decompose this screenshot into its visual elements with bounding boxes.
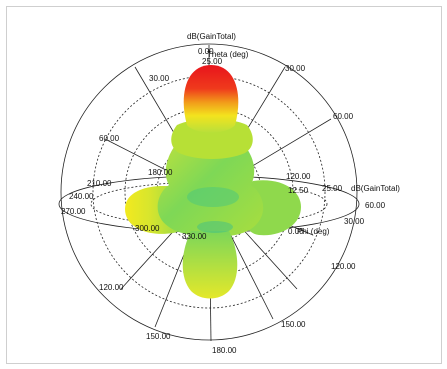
theta-label-60-left: 60.00 (99, 134, 120, 143)
gain-label-12-50: 12.50 (288, 186, 309, 195)
theta-label-150-left: 150.00 (146, 332, 171, 341)
phi-label-210: 210.00 (87, 179, 112, 188)
theta-label-30-right: 30.00 (285, 64, 306, 73)
phi-label-270: 270.00 (61, 207, 86, 216)
phi-axis-label: Phi (deg) (297, 227, 330, 236)
plot-title: dB(GainTotal) (187, 32, 236, 41)
theta-label-0: 0.00 (198, 47, 214, 56)
theta-label-120-left: 120.00 (99, 283, 124, 292)
theta-label-120-right: 120.00 (331, 262, 356, 271)
phi-label-30: 30.00 (344, 217, 365, 226)
phi-label-300: 300.00 (135, 224, 160, 233)
phi-label-240: 240.00 (69, 192, 94, 201)
theta-label-150-right: 150.00 (281, 320, 306, 329)
plot-labels: dB(GainTotal) 0.00 Theta (deg) 25.00 30.… (61, 32, 400, 355)
gain-axis-label: dB(GainTotal) (351, 184, 400, 193)
phi-label-180: 180.00 (148, 168, 173, 177)
phi-label-330: 330.00 (182, 232, 207, 241)
pattern-mid-ring (171, 119, 253, 159)
theta-label-90-right: 60.00 (365, 201, 386, 210)
grid-circle-1 (92, 75, 326, 309)
phi-label-120: 120.00 (286, 172, 311, 181)
theta-axis-label: Theta (deg) (207, 50, 249, 59)
radiation-pattern-surface (125, 65, 301, 299)
gain-label-25-top: 25.00 (202, 57, 223, 66)
gain-label-0: 0.00 (288, 227, 304, 236)
pattern-body (157, 133, 264, 238)
pattern-main-lobe (183, 65, 239, 133)
plot-frame: dB(GainTotal) 0.00 Theta (deg) 25.00 30.… (6, 6, 442, 364)
radiation-pattern-plot: dB(GainTotal) 0.00 Theta (deg) 25.00 30.… (58, 32, 400, 355)
theta-label-30-left: 30.00 (149, 74, 170, 83)
theta-label-60-right: 60.00 (333, 112, 354, 121)
pattern-lobe-bottom (182, 231, 238, 299)
grid-circle-outer (60, 43, 358, 341)
theta-label-180: 180.00 (212, 346, 237, 355)
gain-label-25-right: 25.00 (322, 184, 343, 193)
